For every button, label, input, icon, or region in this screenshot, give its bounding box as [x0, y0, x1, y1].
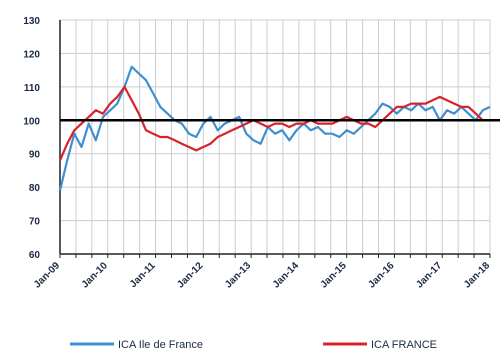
x-tick-label: Jan-16: [366, 260, 396, 290]
x-tick-labels: Jan-09 Jan-10 Jan-11 Jan-12 Jan-13 Jan-14 Jan-…: [32, 260, 492, 290]
y-tick-label: 130: [23, 16, 40, 27]
y-tick-label: 100: [23, 116, 40, 127]
y-tick-label: 70: [29, 217, 41, 228]
series-lines: [58, 65, 491, 191]
series-line-france: [58, 85, 490, 161]
x-tick-label: Jan-15: [319, 260, 349, 290]
x-tick-label: Jan-09: [32, 260, 62, 290]
x-tick-label: Jan-17: [414, 260, 444, 290]
x-tick-label: Jan-12: [175, 260, 205, 290]
series-line-ile-de-france: [58, 65, 491, 191]
x-tick-label: Jan-18: [462, 260, 492, 290]
y-tick-label: 80: [29, 183, 41, 194]
y-tick-label: 60: [29, 250, 41, 261]
grid-lines: [59, 19, 491, 258]
legend-label-france: ICA FRANCE: [371, 339, 437, 351]
y-tick-label: 90: [29, 150, 41, 161]
x-tick-label: Jan-11: [128, 260, 158, 290]
x-tick-label: Jan-10: [80, 260, 110, 290]
y-tick-label: 120: [23, 49, 40, 60]
x-tick-label: Jan-13: [223, 260, 253, 290]
y-tick-labels: 60 70 80 90 100 110 120 130: [23, 16, 40, 261]
legend: ICA Ile de France ICA FRANCE: [70, 339, 437, 351]
legend-label-ile-de-france: ICA Ile de France: [118, 339, 203, 351]
x-tick-label: Jan-14: [271, 260, 301, 290]
y-tick-label: 110: [24, 83, 41, 94]
